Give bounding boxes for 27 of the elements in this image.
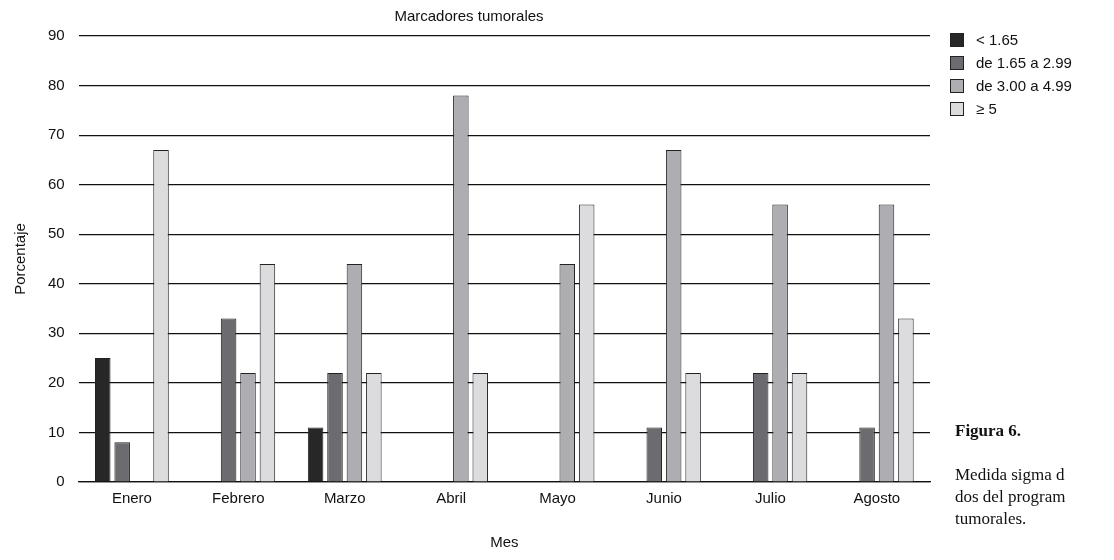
text: Figura 6. (955, 420, 1023, 442)
chart-title: Marcadores tumorales (394, 7, 544, 25)
x-tick-label: Julio (754, 489, 786, 507)
legend-label: < 1.65 (976, 31, 1019, 48)
x-tick-label: Enero (111, 489, 152, 507)
y-tick-label: 10 (48, 422, 65, 440)
y-tick-label: 30 (48, 323, 65, 341)
x-tick-label: Agosto (853, 489, 901, 507)
x-tick-label: Mayo (539, 489, 576, 507)
x-axis-title: Mes (490, 533, 519, 551)
legend-label: de 3.00 a 4.99 (976, 77, 1072, 94)
legend-label: ≥ 5 (976, 100, 997, 117)
y-tick-label: 90 (48, 26, 65, 44)
x-tick-label: Febrero (212, 489, 265, 507)
text: Medida sigma d dos del program tumorales. (955, 464, 1066, 530)
y-tick-label: 20 (48, 373, 65, 391)
y-tick-label: 0 (56, 472, 65, 490)
y-tick-label: 50 (48, 224, 65, 242)
legend-label: de 1.65 a 2.99 (976, 54, 1072, 71)
y-tick-label: 60 (48, 174, 65, 192)
x-tick-label: Abril (436, 489, 467, 507)
y-tick-label: 70 (48, 125, 65, 143)
x-tick-label: Junio (646, 489, 682, 507)
y-tick-label: 80 (48, 75, 65, 93)
x-tick-label: Marzo (323, 489, 366, 507)
y-axis-title: Porcentaje (11, 223, 29, 295)
y-tick-label: 40 (48, 273, 65, 291)
